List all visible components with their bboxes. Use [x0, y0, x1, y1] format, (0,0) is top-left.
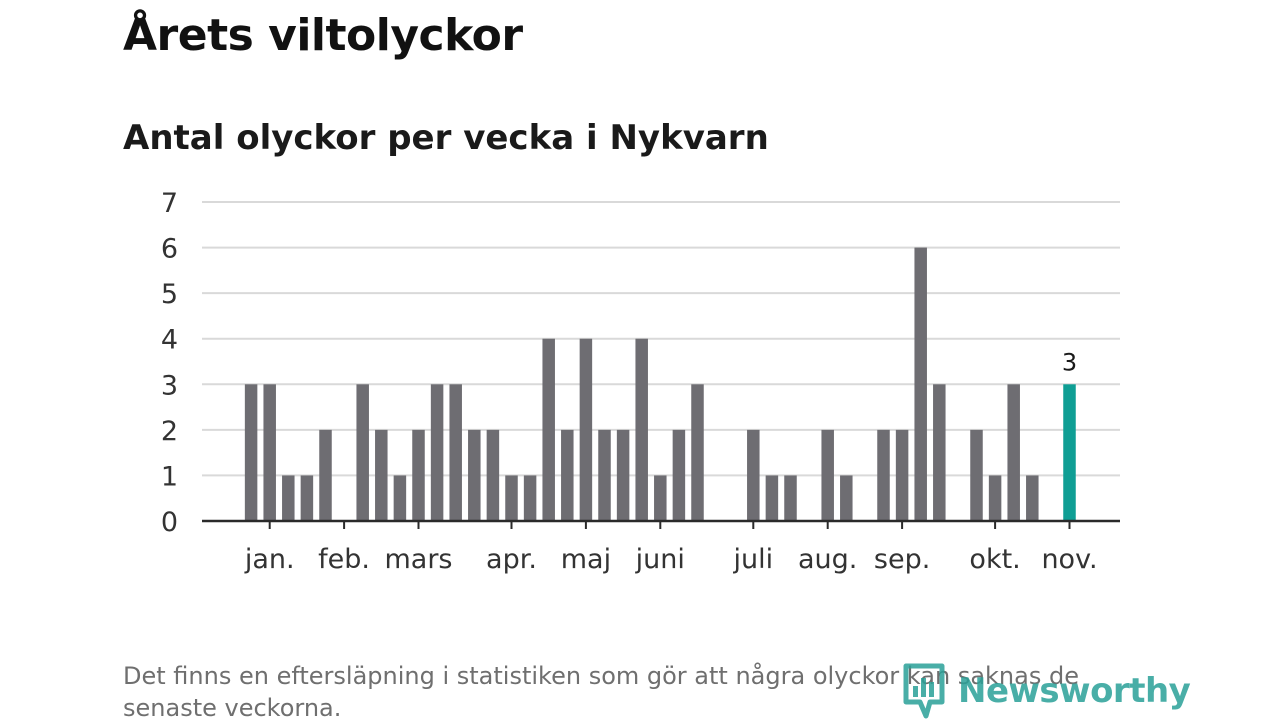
bar-week-8	[356, 384, 369, 521]
x-tick-label-juli: juli	[732, 544, 773, 575]
bar-week-46	[1063, 384, 1076, 521]
logo-text: Newsworthy	[958, 671, 1191, 711]
newsworthy-logo: Newsworthy	[902, 662, 1191, 722]
logo-chart-icon	[903, 663, 945, 719]
bar-week-9	[375, 429, 388, 521]
bar-week-29	[747, 429, 760, 521]
bar-week-2	[244, 384, 258, 521]
bar-week-24	[654, 475, 667, 521]
x-tick-label-okt: okt.	[969, 544, 1020, 575]
bar-week-39	[933, 384, 946, 521]
x-tick-label-nov: nov.	[1041, 544, 1097, 575]
bar-week-31	[784, 475, 797, 521]
gridlines	[202, 201, 1120, 477]
bar-week-6	[319, 429, 332, 521]
bar-week-37	[895, 429, 909, 521]
bar-week-3	[263, 384, 276, 521]
bar-week-33	[821, 429, 834, 521]
x-tick-label-mars: mars	[384, 544, 452, 575]
bar-week-41	[970, 429, 983, 521]
x-tick-label-sep: sep.	[874, 544, 930, 575]
chart-subtitle: Antal olyckor per vecka i Nykvarn	[123, 118, 769, 158]
bar-week-25	[672, 429, 686, 521]
bar-chart: 0 1 2 3 4 5 6 7 jan. feb. mars apr. maj juni juli aug. s…	[161, 188, 1120, 575]
bar-week-4	[282, 475, 295, 521]
x-tick-label-feb: feb.	[318, 544, 370, 575]
y-tick-label-4: 4	[161, 325, 178, 356]
bar-week-12	[430, 384, 444, 521]
x-tick-label-apr: apr.	[486, 544, 537, 575]
bar-week-13	[449, 384, 462, 521]
x-tick-label-jan: jan.	[244, 544, 295, 575]
bar-week-16	[505, 475, 518, 521]
data-label-week-46: 3	[1062, 348, 1077, 376]
y-tick-label-2: 2	[161, 416, 178, 447]
tick-labels: 0 1 2 3 4 5 6 7 jan. feb. mars apr. maj juni juli aug. s…	[161, 188, 1098, 575]
bar-week-22	[616, 429, 630, 521]
bar-week-15	[486, 429, 500, 521]
bar-week-43	[1007, 384, 1020, 521]
bar-week-20	[579, 338, 593, 521]
x-tick-label-juni: juni	[635, 544, 685, 575]
bar-week-14	[468, 429, 481, 521]
y-tick-label-0: 0	[161, 507, 178, 538]
x-tick-label-maj: maj	[561, 544, 611, 575]
bar-week-26	[691, 384, 704, 521]
x-tick-label-aug: aug.	[798, 544, 857, 575]
bar-week-34	[840, 475, 853, 521]
bar-week-42	[988, 475, 1002, 521]
bars	[244, 247, 1076, 521]
bar-week-44	[1026, 475, 1039, 521]
bar-week-19	[561, 429, 574, 521]
y-tick-label-7: 7	[161, 188, 178, 219]
y-tick-label-3: 3	[161, 370, 178, 401]
chart-title: Årets viltolyckor	[123, 10, 523, 61]
bar-week-30	[765, 475, 779, 521]
y-tick-label-5: 5	[161, 279, 178, 310]
bar-week-5	[300, 475, 314, 521]
bar-week-36	[877, 429, 890, 521]
bar-week-21	[598, 429, 611, 521]
y-tick-label-1: 1	[161, 461, 178, 492]
bar-week-18	[542, 338, 555, 521]
bar-week-11	[412, 429, 425, 521]
bar-week-10	[393, 475, 407, 521]
bar-week-38	[914, 247, 927, 521]
axes	[202, 519, 1120, 529]
bar-week-23	[635, 338, 648, 521]
bar-week-17	[523, 475, 537, 521]
y-tick-label-6: 6	[161, 234, 178, 265]
